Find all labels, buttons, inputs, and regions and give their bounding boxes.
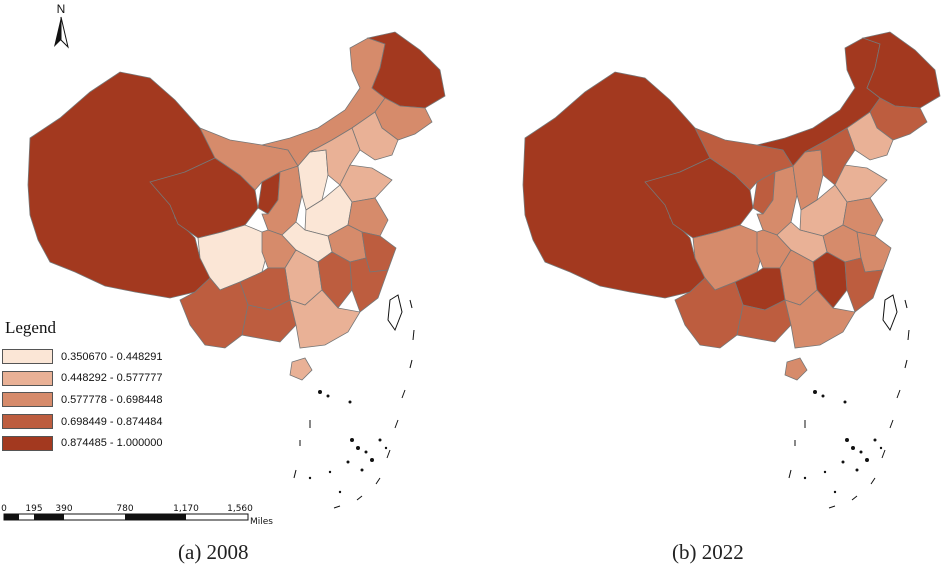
north-arrow-icon: N	[54, 2, 69, 49]
legend-label: 0.448292 - 0.577777	[61, 372, 163, 385]
region-liaoning	[846, 111, 894, 161]
legend-swatch	[2, 370, 53, 386]
scale-tick-label: 1,170	[173, 504, 199, 514]
south-sea-islands	[308, 390, 388, 494]
legend-swatch	[2, 435, 53, 451]
map-panel-2022	[522, 31, 941, 509]
legend-item: 0.874485 - 1.000000	[2, 432, 192, 454]
region-qinghai	[644, 157, 754, 239]
legend-swatch	[2, 392, 53, 408]
scale-tick-label: 1,560	[227, 504, 253, 514]
region-west	[522, 71, 711, 299]
panel-caption: (b) 2022	[672, 540, 744, 564]
legend-swatch	[2, 349, 53, 365]
region-liaoning	[351, 111, 399, 161]
map-panel-2008	[27, 31, 446, 509]
legend-label: 0.874485 - 1.000000	[61, 437, 163, 450]
legend-item: 0.577778 - 0.698448	[2, 389, 192, 411]
north-arrow-label: N	[57, 2, 66, 16]
region-taiwan	[387, 294, 403, 332]
region-qinghai	[149, 157, 259, 239]
region-hainan	[784, 357, 808, 381]
scale-unit: Miles	[250, 517, 273, 527]
legend-title: Legend	[5, 318, 56, 337]
legend-label: 0.698449 - 0.874484	[61, 415, 163, 428]
scale-tick-label: 0	[1, 504, 7, 514]
region-taiwan	[882, 294, 898, 332]
region-fujian	[844, 257, 884, 313]
panel-caption: (a) 2008	[178, 540, 249, 564]
region-hainan	[289, 357, 313, 381]
scale-tick-label: 780	[116, 504, 133, 514]
region-fujian	[349, 257, 389, 313]
scale-tick-label: 390	[55, 504, 72, 514]
legend-label: 0.350670 - 0.448291	[61, 350, 163, 363]
scale-tick-label: 195	[25, 504, 42, 514]
region-guangxi	[241, 299, 297, 343]
legend-item: 0.698449 - 0.874484	[2, 411, 192, 433]
region-guangdong	[289, 289, 361, 349]
legend-item: 0.448292 - 0.577777	[2, 368, 192, 390]
region-guangxi	[736, 299, 792, 343]
legend-item: 0.350670 - 0.448291	[2, 346, 192, 368]
region-west	[27, 71, 216, 299]
legend: Legend 0.350670 - 0.448291 0.448292 - 0.…	[2, 318, 192, 454]
boundary-dashes	[788, 299, 910, 509]
region-guangdong	[784, 289, 856, 349]
legend-label: 0.577778 - 0.698448	[61, 393, 163, 406]
south-sea-islands	[803, 390, 883, 494]
scale-bar: 0 195 390 780 1,170 1,560 Miles	[1, 504, 273, 527]
boundary-dashes	[293, 299, 415, 509]
legend-swatch	[2, 414, 53, 430]
